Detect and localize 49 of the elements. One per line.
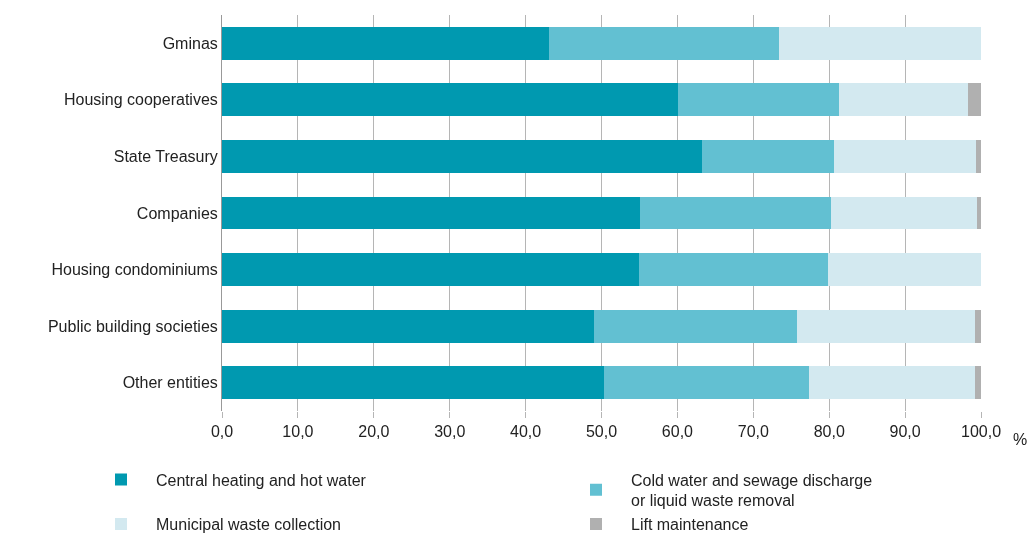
bar [701, 140, 834, 173]
legend-label: Municipal waste collection [156, 516, 341, 534]
bar [222, 140, 702, 173]
legend-label: Lift maintenance [631, 516, 749, 534]
bar [830, 196, 978, 230]
bar [222, 26, 550, 60]
bar [549, 26, 780, 60]
bar [222, 366, 604, 400]
legend-label: Central heating and hot water [156, 471, 367, 489]
x-tick-label: 40,0 [510, 423, 542, 441]
y-tick-label: Public building societies [47, 317, 218, 335]
bar [779, 26, 981, 60]
bar [828, 253, 981, 286]
x-tick-label: 80,0 [813, 423, 845, 441]
bar [975, 140, 981, 173]
bar [222, 253, 639, 286]
x-tick-label: 30,0 [434, 423, 466, 441]
x-tick-label: 20,0 [358, 423, 390, 441]
bar [839, 83, 969, 117]
x-axis-title: % [1013, 431, 1028, 448]
y-tick-label: Housing cooperatives [63, 91, 218, 109]
x-tick-label: 60,0 [661, 423, 694, 441]
bar [968, 83, 981, 117]
bar [977, 196, 981, 230]
bar [678, 83, 840, 117]
x-tick-label: 70,0 [737, 423, 769, 441]
bar [974, 309, 981, 343]
x-tick-label: 90,0 [889, 423, 921, 441]
bar [808, 366, 975, 400]
x-tick-label: 100,0 [960, 423, 1002, 441]
bar [222, 83, 679, 117]
bar [974, 366, 981, 400]
y-tick-label: Companies [136, 204, 218, 222]
bar [833, 140, 976, 173]
y-tick-label: Gminas [162, 34, 218, 52]
x-tick-label: 50,0 [585, 423, 618, 441]
y-tick-label: State Treasury [113, 148, 218, 166]
bar [603, 366, 809, 400]
bar [222, 196, 641, 230]
bar [222, 309, 594, 343]
x-tick-label: 10,0 [282, 423, 314, 441]
legend-label: Cold water and sewage discharge or liquid waste removal [631, 471, 873, 510]
x-tick-label: 0,0 [210, 423, 234, 441]
bar [640, 196, 831, 230]
y-tick-label: Housing condominiums [51, 261, 218, 279]
y-tick-label: Other entities [122, 374, 218, 392]
bar [796, 309, 975, 343]
bar [593, 309, 797, 343]
bar [638, 253, 829, 286]
